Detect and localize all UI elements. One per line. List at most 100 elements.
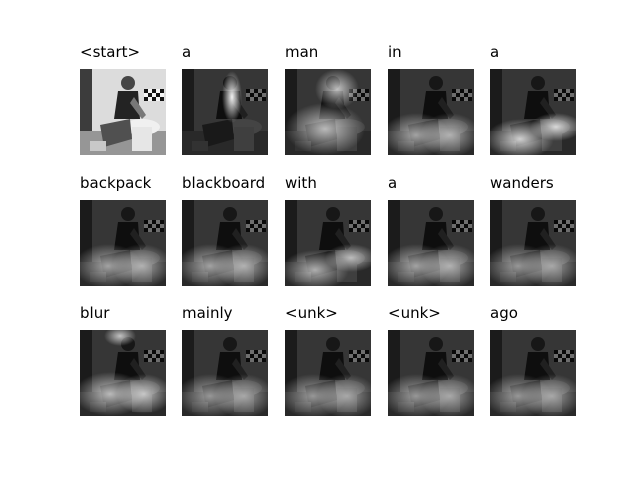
person-legs <box>202 119 234 147</box>
scene-image <box>285 330 371 416</box>
tile <box>357 358 361 362</box>
tile <box>144 358 148 362</box>
tile <box>460 93 464 97</box>
tile <box>361 224 365 228</box>
tile <box>357 224 361 228</box>
scene-image <box>80 200 166 286</box>
tile <box>554 358 558 362</box>
tile <box>152 93 156 97</box>
tile <box>262 220 266 224</box>
person-head <box>326 207 340 221</box>
tile <box>258 350 262 354</box>
tile <box>365 354 369 358</box>
panel-image <box>285 200 371 286</box>
tile <box>554 89 558 93</box>
tile <box>262 358 266 362</box>
tile <box>357 220 361 224</box>
person-head <box>121 76 135 90</box>
attention-glow <box>112 244 166 286</box>
tile <box>566 89 570 93</box>
tile <box>570 220 574 224</box>
tile <box>456 97 460 101</box>
tile <box>468 358 472 362</box>
tile <box>152 224 156 228</box>
tile <box>460 224 464 228</box>
tile <box>456 224 460 228</box>
scene-image <box>285 69 371 155</box>
tile <box>554 220 558 224</box>
tile <box>262 228 266 232</box>
tile <box>361 228 365 232</box>
scene-image <box>285 200 371 286</box>
panel-word: ago <box>490 304 518 322</box>
tile <box>152 354 156 358</box>
tile <box>152 97 156 101</box>
attention-glow <box>285 250 349 286</box>
tile <box>160 224 164 228</box>
tile <box>566 224 570 228</box>
tile <box>250 220 254 224</box>
tile <box>160 97 164 101</box>
tile <box>152 89 156 93</box>
panel-image <box>182 200 268 286</box>
tile <box>160 358 164 362</box>
tile <box>464 358 468 362</box>
tile <box>468 93 472 97</box>
tile <box>148 97 152 101</box>
tile <box>258 97 262 101</box>
tile <box>152 350 156 354</box>
attention-glow <box>420 374 474 416</box>
tile <box>452 220 456 224</box>
panel-word: <start> <box>80 43 141 61</box>
tile <box>452 224 456 228</box>
tile <box>250 89 254 93</box>
tile <box>460 358 464 362</box>
tile <box>254 220 258 224</box>
tile <box>558 97 562 101</box>
tile <box>156 354 160 358</box>
panel-image <box>80 200 166 286</box>
tile <box>365 97 369 101</box>
tile <box>148 228 152 232</box>
person-head <box>531 337 545 351</box>
tile <box>250 224 254 228</box>
panel-image <box>80 69 166 155</box>
tile <box>361 354 365 358</box>
tile <box>456 350 460 354</box>
tile <box>156 89 160 93</box>
tile <box>148 224 152 228</box>
tile <box>246 358 250 362</box>
panel-image <box>80 330 166 416</box>
tile <box>456 220 460 224</box>
tile <box>357 93 361 97</box>
tile <box>258 93 262 97</box>
attention-glow <box>490 119 554 155</box>
panel-image <box>490 69 576 155</box>
panel-word: mainly <box>182 304 233 322</box>
tile <box>566 354 570 358</box>
tile <box>160 220 164 224</box>
tile <box>558 228 562 232</box>
tile <box>160 93 164 97</box>
tile <box>349 228 353 232</box>
tile <box>361 93 365 97</box>
tile <box>156 93 160 97</box>
tile <box>156 97 160 101</box>
panel-word: with <box>285 174 317 192</box>
tile <box>566 228 570 232</box>
tile <box>361 97 365 101</box>
tile <box>152 228 156 232</box>
tile <box>144 89 148 93</box>
attention-glow <box>214 244 268 286</box>
tile <box>554 228 558 232</box>
scene-image <box>490 200 576 286</box>
tile <box>148 354 152 358</box>
panel-image <box>285 69 371 155</box>
panel-image <box>182 330 268 416</box>
tile <box>148 93 152 97</box>
tile <box>349 220 353 224</box>
person-head <box>531 207 545 221</box>
tile <box>365 89 369 93</box>
tile <box>452 89 456 93</box>
tile <box>353 350 357 354</box>
